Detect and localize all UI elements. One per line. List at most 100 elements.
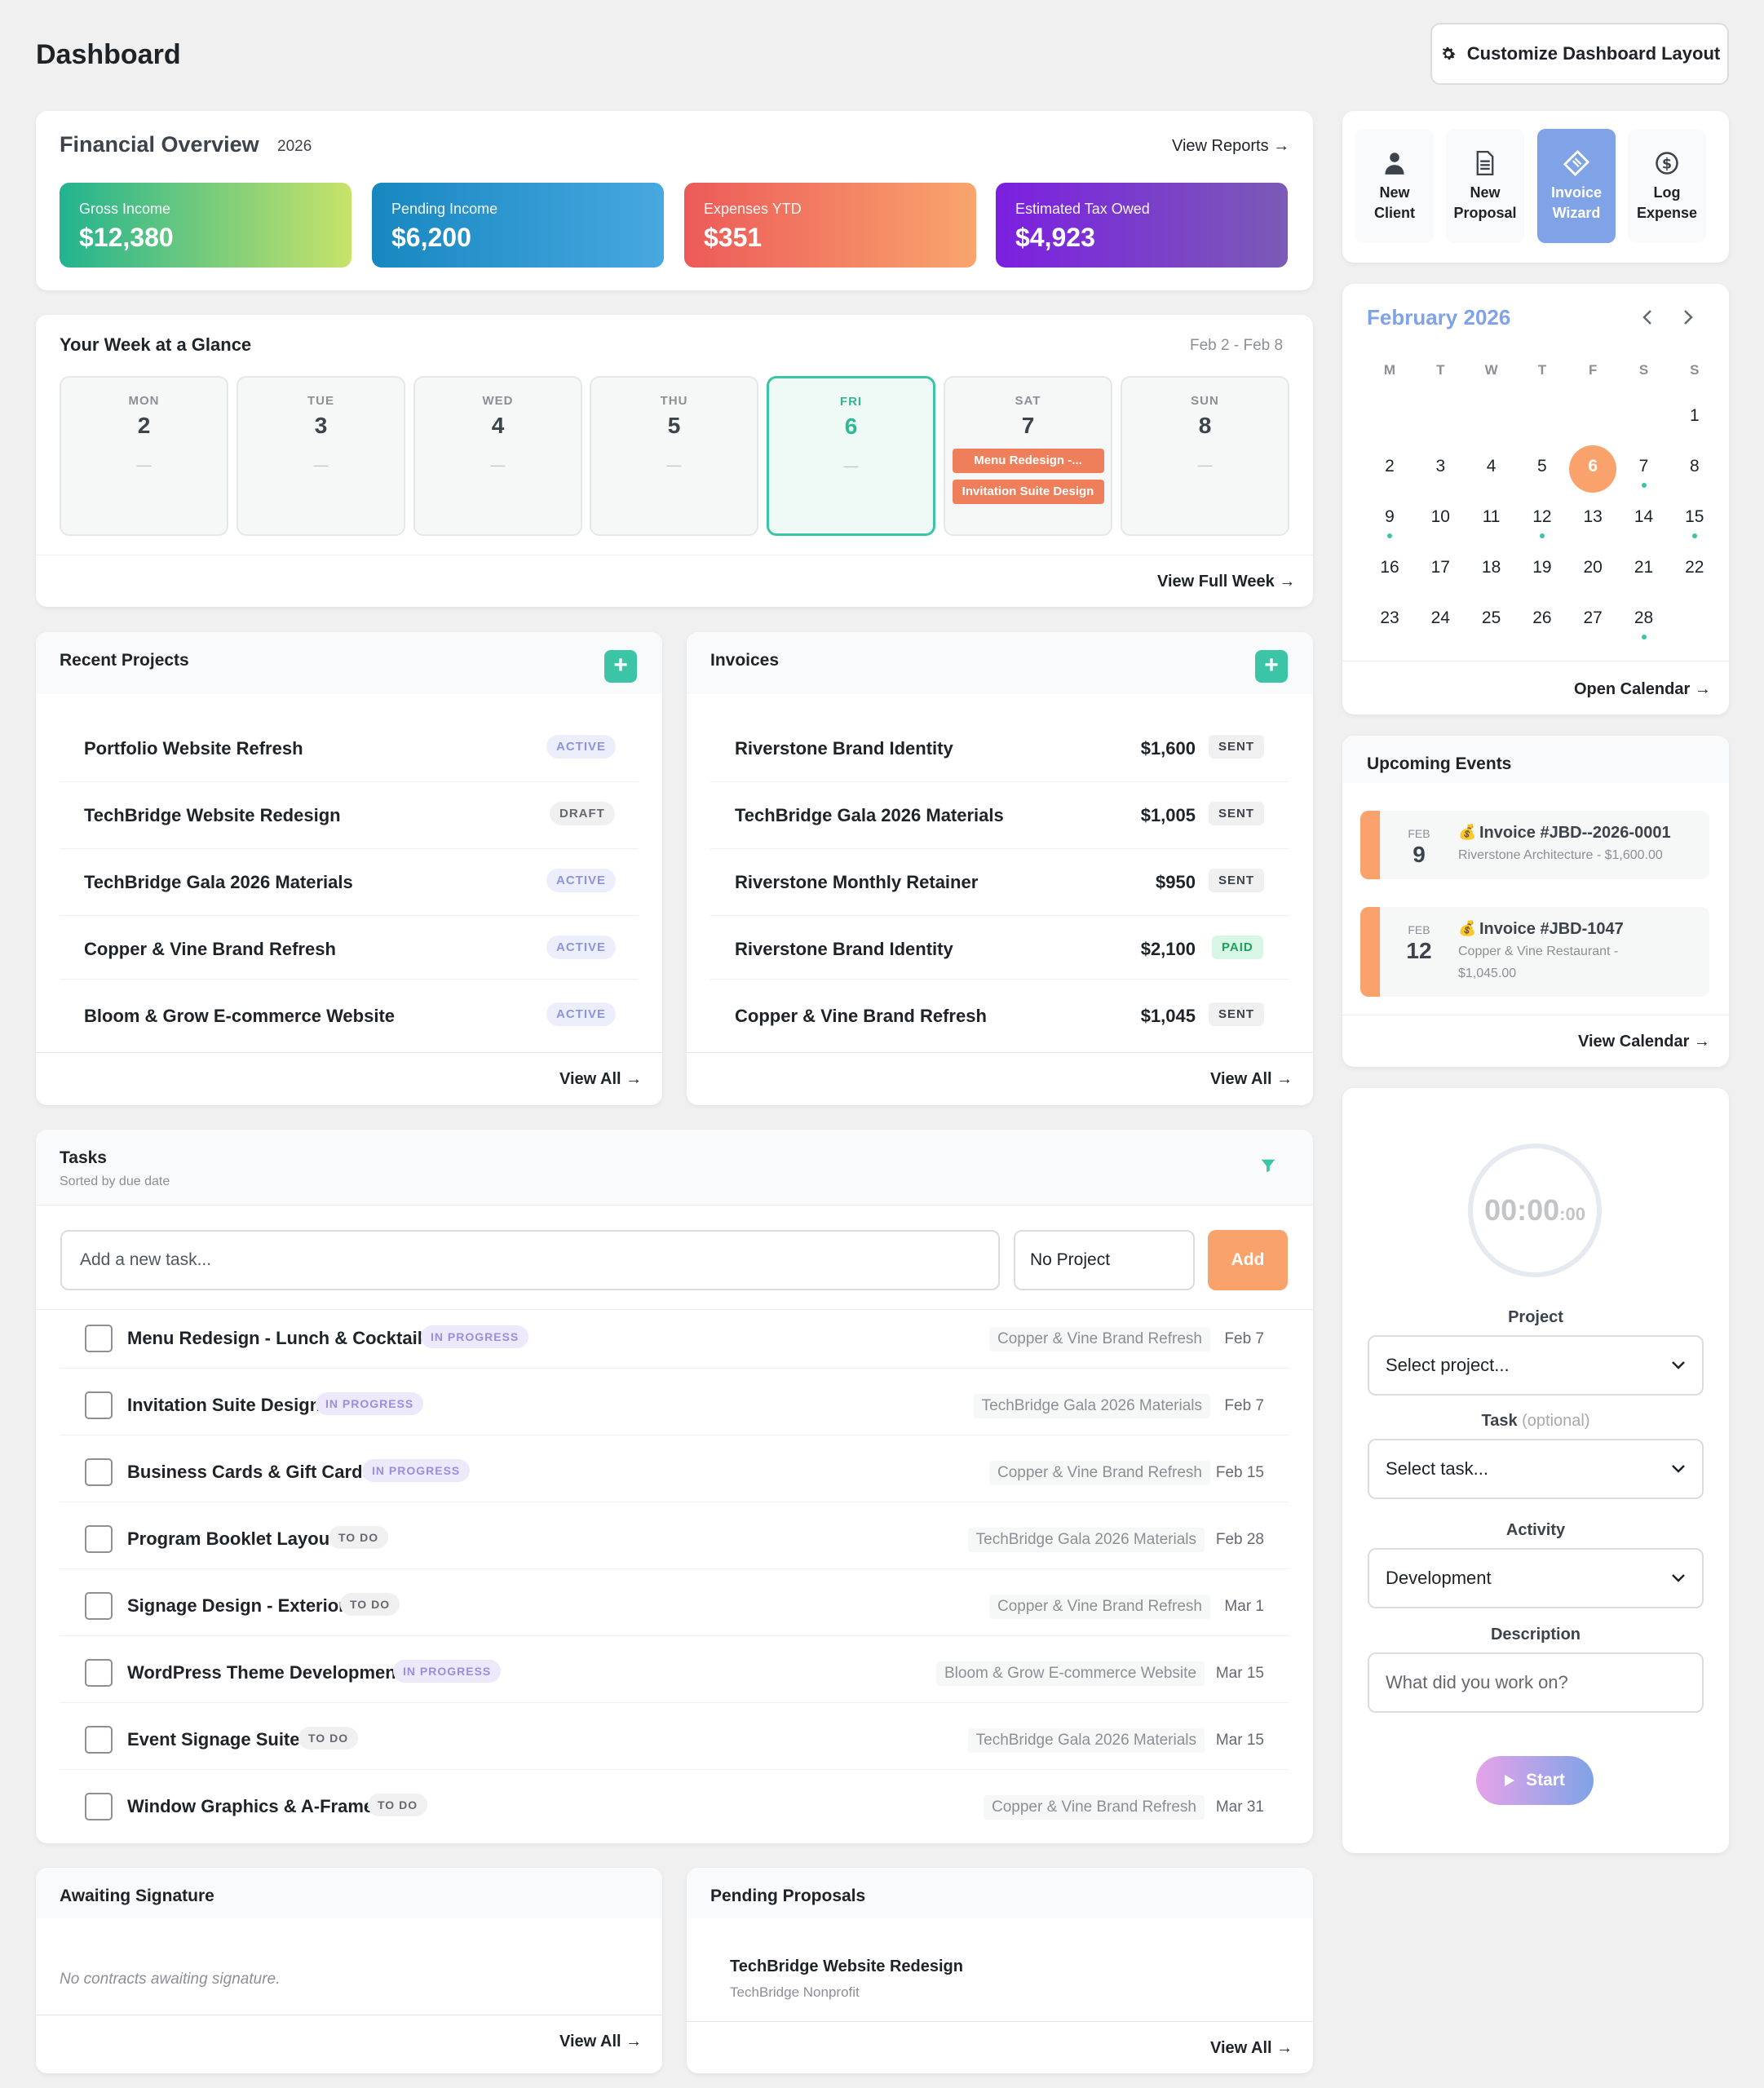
timer-description-input[interactable]: What did you work on? [1368, 1652, 1704, 1713]
calendar-day[interactable]: 26 [1532, 608, 1552, 627]
day-sun[interactable]: SUN 8 — [1121, 376, 1289, 536]
calendar-day[interactable]: 2 [1385, 457, 1395, 476]
calendar-day[interactable]: 5 [1537, 457, 1547, 476]
add-task-button[interactable]: Add [1208, 1230, 1288, 1290]
customize-layout-button[interactable]: Customize Dashboard Layout [1430, 23, 1729, 85]
timer-task-select[interactable]: Select task... [1368, 1439, 1704, 1499]
new-client-button[interactable]: New Client [1355, 129, 1434, 243]
calendar-day[interactable]: 19 [1532, 558, 1552, 577]
divider [60, 1769, 1289, 1770]
invoice-name[interactable]: TechBridge Gala 2026 Materials [735, 805, 1004, 825]
task-name[interactable]: Invitation Suite Design [127, 1395, 321, 1415]
log-expense-button[interactable]: $ Log Expense [1628, 129, 1706, 243]
invoice-amount: $1,045 [1140, 1006, 1196, 1026]
task-checkbox[interactable] [85, 1592, 113, 1620]
day-fri[interactable]: FRI 6 — [767, 376, 935, 536]
projects-view-all-link[interactable]: View All → [559, 1070, 643, 1088]
invoice-name[interactable]: Riverstone Brand Identity [735, 738, 953, 759]
pending-income-card[interactable]: Pending Income $6,200 [372, 183, 664, 268]
task-name[interactable]: Signage Design - Exterior [127, 1595, 346, 1616]
task-checkbox[interactable] [85, 1793, 113, 1820]
project-name[interactable]: Copper & Vine Brand Refresh [84, 939, 336, 959]
calendar-day[interactable]: 11 [1482, 507, 1501, 526]
timer-project-select[interactable]: Select project... [1368, 1335, 1704, 1396]
open-calendar-link[interactable]: Open Calendar → [1574, 680, 1711, 698]
calendar-day[interactable]: 7 [1638, 457, 1649, 476]
calendar-day[interactable]: 23 [1380, 608, 1399, 627]
invoice-name[interactable]: Copper & Vine Brand Refresh [735, 1006, 987, 1026]
invoices-view-all-link[interactable]: View All → [1210, 1070, 1293, 1088]
task-checkbox[interactable] [85, 1525, 113, 1553]
invoice-name[interactable]: Riverstone Monthly Retainer [735, 872, 979, 892]
calendar-day[interactable]: 12 [1532, 507, 1552, 526]
calendar-day[interactable]: 8 [1689, 457, 1700, 476]
calendar-day[interactable]: 21 [1634, 558, 1654, 577]
calendar-day[interactable]: 25 [1481, 608, 1501, 627]
task-checkbox[interactable] [85, 1391, 113, 1419]
invoice-wizard-button[interactable]: Invoice Wizard [1537, 129, 1616, 243]
week-event-pill[interactable]: Menu Redesign -... [952, 449, 1104, 473]
calendar-day[interactable]: 4 [1486, 457, 1497, 476]
calendar-day[interactable]: 6 [1588, 457, 1598, 476]
week-event-pill[interactable]: Invitation Suite Design [952, 480, 1104, 504]
invoice-name[interactable]: Riverstone Brand Identity [735, 939, 953, 959]
calendar-day[interactable]: 14 [1634, 507, 1654, 526]
view-calendar-link[interactable]: View Calendar → [1578, 1033, 1710, 1051]
add-project-button[interactable]: + [604, 650, 637, 683]
day-tue[interactable]: TUE 3 — [237, 376, 405, 536]
chevron-right-icon[interactable] [1678, 307, 1696, 327]
new-proposal-button[interactable]: New Proposal [1446, 129, 1524, 243]
signature-view-all-link[interactable]: View All → [559, 2033, 643, 2050]
day-wed[interactable]: WED 4 — [413, 376, 582, 536]
timer-activity-select[interactable]: Development [1368, 1548, 1704, 1608]
calendar-day[interactable]: 27 [1583, 608, 1603, 627]
expenses-ytd-card[interactable]: Expenses YTD $351 [684, 183, 976, 268]
calendar-day[interactable]: 18 [1481, 558, 1501, 577]
day-mon[interactable]: MON 2 — [60, 376, 228, 536]
event-item[interactable]: FEB 12 💰 Invoice #JBD-1047 Copper & Vine… [1360, 907, 1709, 997]
task-checkbox[interactable] [85, 1325, 113, 1352]
estimated-tax-card[interactable]: Estimated Tax Owed $4,923 [996, 183, 1288, 268]
task-name[interactable]: Event Signage Suite [127, 1729, 300, 1750]
task-checkbox[interactable] [85, 1659, 113, 1687]
task-name[interactable]: WordPress Theme Development [127, 1662, 403, 1683]
calendar-day[interactable]: 22 [1685, 558, 1704, 577]
day-thu[interactable]: THU 5 — [590, 376, 758, 536]
new-task-input[interactable]: Add a new task... [60, 1230, 1000, 1290]
calendar-day[interactable]: 28 [1634, 608, 1654, 627]
project-name[interactable]: Portfolio Website Refresh [84, 738, 303, 759]
event-item[interactable]: FEB 9 💰 Invoice #JBD--2026-0001 Riversto… [1360, 811, 1709, 879]
project-name[interactable]: TechBridge Website Redesign [84, 805, 341, 825]
task-checkbox[interactable] [85, 1458, 113, 1486]
project-name[interactable]: Bloom & Grow E-commerce Website [84, 1006, 396, 1026]
task-project-select[interactable]: No Project [1014, 1230, 1195, 1290]
day-sat[interactable]: SAT 7 Menu Redesign -... Invitation Suite… [944, 376, 1112, 536]
task-name[interactable]: Menu Redesign - Lunch & Cocktails [127, 1328, 433, 1348]
calendar-day[interactable]: 10 [1430, 507, 1450, 526]
task-name[interactable]: Program Booklet Layout [127, 1528, 336, 1549]
calendar-day[interactable]: 17 [1430, 558, 1450, 577]
view-reports-link[interactable]: View Reports → [1172, 137, 1290, 155]
filter-icon[interactable] [1259, 1157, 1277, 1174]
calendar-day[interactable]: 16 [1380, 558, 1399, 577]
proposal-title[interactable]: TechBridge Website Redesign [730, 1958, 963, 1975]
calendar-day[interactable]: 15 [1685, 507, 1704, 526]
calendar-day[interactable]: 3 [1435, 457, 1446, 476]
status-badge: SENT [1209, 735, 1265, 759]
task-checkbox[interactable] [85, 1726, 113, 1754]
calendar-day[interactable]: 20 [1583, 558, 1603, 577]
gross-income-card[interactable]: Gross Income $12,380 [60, 183, 351, 268]
calendar-day[interactable]: 9 [1385, 507, 1395, 526]
proposals-view-all-link[interactable]: View All → [1210, 2039, 1293, 2057]
task-name[interactable]: Window Graphics & A-Frame [127, 1796, 374, 1816]
calendar-day[interactable]: 24 [1430, 608, 1450, 627]
calendar-day[interactable]: 1 [1689, 406, 1700, 425]
task-name[interactable]: Business Cards & Gift Cards [127, 1462, 373, 1482]
add-invoice-button[interactable]: + [1255, 650, 1288, 683]
chevron-left-icon[interactable] [1639, 307, 1657, 327]
calendar-day[interactable]: 13 [1583, 507, 1603, 526]
view-full-week-link[interactable]: View Full Week → [1157, 573, 1296, 591]
start-timer-button[interactable]: Start [1476, 1756, 1594, 1805]
project-name[interactable]: TechBridge Gala 2026 Materials [84, 872, 353, 892]
invoice-amount: $2,100 [1140, 939, 1196, 959]
